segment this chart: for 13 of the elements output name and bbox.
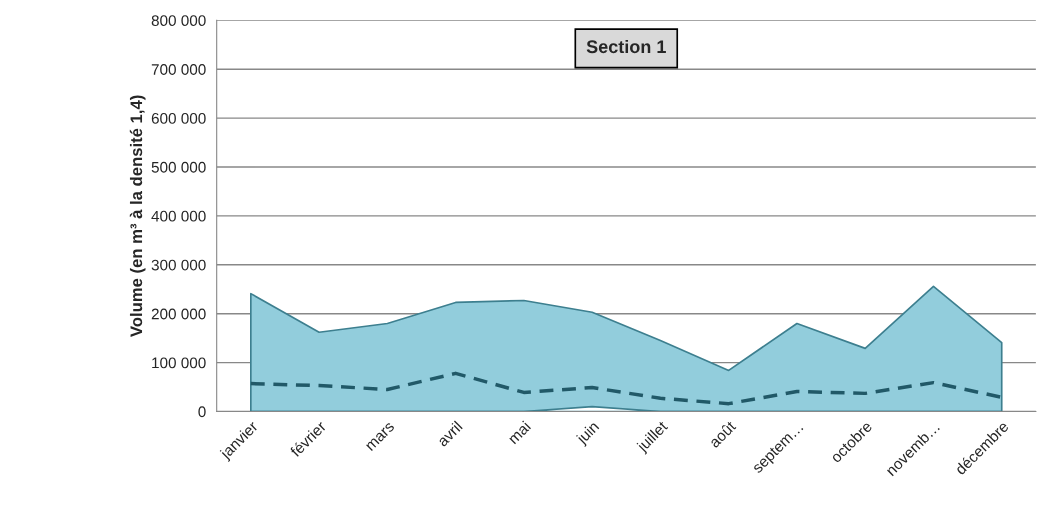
x-tick-label: mai [507, 420, 532, 445]
y-tick-label: 200 000 [151, 308, 206, 320]
y-tick-label: 0 [198, 406, 206, 418]
annotation: Section 1 [586, 39, 666, 54]
y-tick-label: 100 000 [152, 357, 206, 369]
y-axis-title: Volume (en m³ à la densité 1,4) [129, 95, 146, 337]
y-tick-label: 800 000 [151, 15, 206, 27]
x-tick-label: juin [575, 420, 602, 447]
y-tick-label: 700 000 [151, 64, 206, 75]
y-tick-label: 500 000 [151, 161, 206, 173]
y-tick-label: 300 000 [151, 259, 206, 271]
y-tick-label: 600 000 [151, 112, 206, 124]
y-tick-label: 400 000 [151, 210, 206, 222]
